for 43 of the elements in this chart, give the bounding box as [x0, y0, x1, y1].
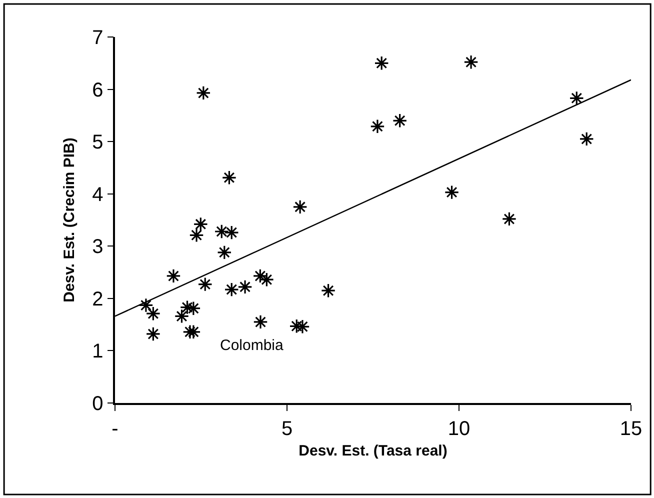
point — [196, 86, 211, 100]
point — [138, 298, 154, 313]
point — [292, 200, 308, 214]
point — [374, 56, 389, 71]
point — [320, 283, 336, 298]
y-tick-label: 2 — [92, 288, 104, 310]
x-tick-label: 5 — [281, 418, 293, 440]
point — [166, 268, 181, 284]
point — [186, 324, 201, 340]
point — [569, 90, 584, 106]
point — [193, 216, 208, 232]
x-tick-label: - — [112, 418, 118, 440]
y-tick-label: 5 — [92, 132, 104, 154]
point — [392, 113, 408, 128]
annotation: Colombia — [220, 337, 284, 354]
point — [222, 170, 237, 186]
x-axis-title: Desv. Est. (Tasa real) — [298, 442, 448, 460]
point — [198, 276, 213, 292]
point — [182, 324, 198, 340]
y-tick-label: 1 — [92, 340, 104, 363]
point — [444, 184, 460, 200]
point — [216, 245, 232, 260]
point — [224, 225, 240, 240]
point — [238, 280, 252, 294]
point — [146, 326, 161, 342]
x-tick-label: 15 — [620, 418, 642, 440]
point — [370, 119, 385, 134]
point — [224, 282, 240, 297]
y-tick-label: 7 — [92, 27, 104, 49]
y-tick-label: 6 — [92, 79, 104, 102]
point — [189, 228, 204, 243]
point — [502, 212, 517, 226]
point — [464, 54, 478, 70]
point — [253, 314, 268, 330]
point — [146, 306, 161, 321]
point — [579, 132, 594, 146]
x-tick-label: 10 — [448, 418, 470, 440]
y-tick-label: 4 — [92, 184, 104, 206]
point — [214, 224, 230, 239]
point — [174, 308, 190, 324]
y-tick-label: 3 — [92, 236, 104, 258]
y-axis-title: Desv. Est. (Crecim PIB) — [60, 138, 78, 302]
y-tick-label: 0 — [92, 393, 104, 415]
